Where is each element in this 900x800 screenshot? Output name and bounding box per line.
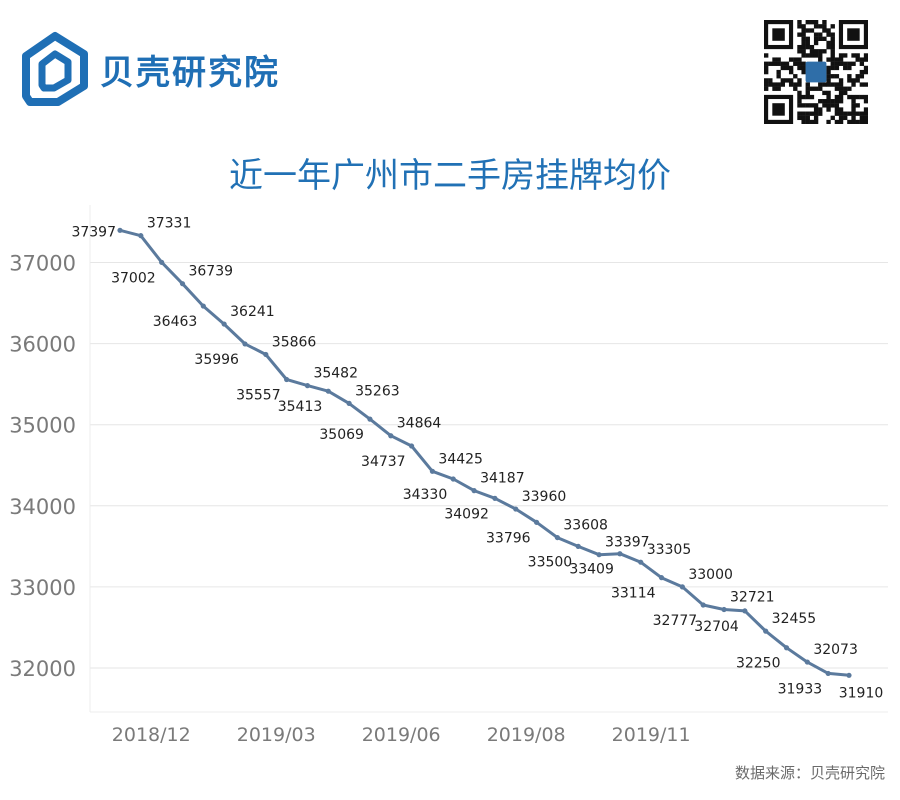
y-tick-label: 35000 — [9, 414, 76, 438]
data-point — [242, 341, 248, 347]
data-point — [617, 551, 623, 557]
data-point — [638, 559, 644, 565]
data-label: 32455 — [772, 611, 817, 627]
data-label: 35482 — [313, 366, 358, 382]
data-point — [429, 468, 436, 474]
data-point — [679, 584, 685, 590]
data-point — [450, 476, 456, 482]
x-tick-label: 2019/11 — [612, 724, 691, 746]
data-point — [263, 351, 269, 358]
data-label: 34425 — [438, 451, 483, 467]
data-label: 33305 — [647, 542, 692, 558]
data-label: 33397 — [605, 535, 650, 551]
data-point — [554, 534, 561, 541]
data-label: 31910 — [839, 685, 884, 701]
data-label: 35996 — [194, 352, 239, 368]
data-point — [846, 672, 852, 678]
data-label: 35557 — [236, 388, 281, 404]
data-point — [221, 321, 227, 327]
y-tick-label: 32000 — [9, 657, 76, 681]
data-point — [409, 443, 415, 449]
data-label: 32073 — [813, 642, 858, 658]
data-point — [284, 376, 290, 383]
data-point — [783, 645, 790, 651]
series-line — [118, 228, 851, 677]
data-label: 33796 — [486, 530, 531, 546]
data-label: 34092 — [444, 506, 489, 522]
data-label: 35069 — [319, 427, 364, 443]
y-tick-label: 37000 — [9, 252, 76, 276]
data-label: 33000 — [688, 567, 733, 583]
y-tick-label: 34000 — [9, 495, 76, 519]
data-point — [346, 400, 352, 406]
data-point — [513, 506, 519, 512]
data-label: 33409 — [569, 562, 614, 578]
chart-title: 近一年广州市二手房挂牌均价 — [229, 156, 671, 196]
data-point — [763, 628, 769, 634]
y-tick-label: 33000 — [9, 576, 76, 600]
data-point — [721, 606, 727, 613]
data-point — [658, 575, 665, 581]
data-label: 37002 — [111, 270, 156, 286]
qr-code-icon — [764, 20, 868, 124]
brand: 贝壳研究院 — [18, 30, 280, 108]
data-label: 32721 — [730, 590, 775, 606]
data-point — [304, 383, 311, 389]
data-label: 37397 — [71, 224, 116, 240]
data-label: 32250 — [736, 656, 781, 672]
data-label: 34864 — [397, 416, 442, 432]
data-label: 33960 — [522, 489, 567, 505]
y-tick-label: 36000 — [9, 333, 76, 357]
data-point — [471, 488, 477, 494]
data-point — [325, 388, 331, 394]
data-label: 34187 — [480, 471, 525, 487]
x-tick-label: 2018/12 — [112, 724, 191, 746]
data-point — [117, 227, 123, 233]
data-label: 33114 — [611, 586, 656, 602]
data-label: 33608 — [563, 518, 608, 534]
data-point — [825, 670, 831, 677]
data-label: 36241 — [230, 304, 275, 320]
data-point — [179, 281, 186, 287]
data-label: 35263 — [355, 383, 400, 399]
x-tick-label: 2019/08 — [487, 724, 566, 746]
data-point — [138, 233, 144, 239]
x-tick-label: 2019/03 — [237, 724, 316, 746]
data-label: 35866 — [272, 334, 317, 350]
data-label: 34330 — [403, 487, 448, 503]
data-point — [700, 602, 706, 608]
data-point — [596, 552, 602, 558]
data-point — [533, 519, 540, 525]
data-label: 36739 — [188, 264, 233, 280]
data-label: 36463 — [153, 314, 198, 330]
data-label: 31933 — [778, 681, 823, 697]
house-logo-icon — [22, 32, 88, 106]
data-point — [742, 608, 748, 614]
data-point — [159, 259, 165, 265]
data-label: 32777 — [653, 613, 698, 629]
data-label: 32704 — [694, 619, 739, 635]
data-point — [804, 659, 810, 665]
x-tick-label: 2019/06 — [362, 724, 441, 746]
brand-name: 贝壳研究院 — [100, 52, 280, 93]
data-point — [575, 543, 581, 549]
data-point — [200, 303, 206, 309]
data-label: 34737 — [361, 454, 406, 470]
data-label: 37331 — [147, 216, 192, 232]
data-point — [367, 416, 373, 422]
data-label: 33500 — [528, 554, 573, 570]
source-note: 数据来源：贝壳研究院 — [734, 764, 885, 782]
data-point — [388, 433, 394, 439]
data-point — [492, 495, 498, 501]
data-label: 35413 — [278, 399, 323, 415]
